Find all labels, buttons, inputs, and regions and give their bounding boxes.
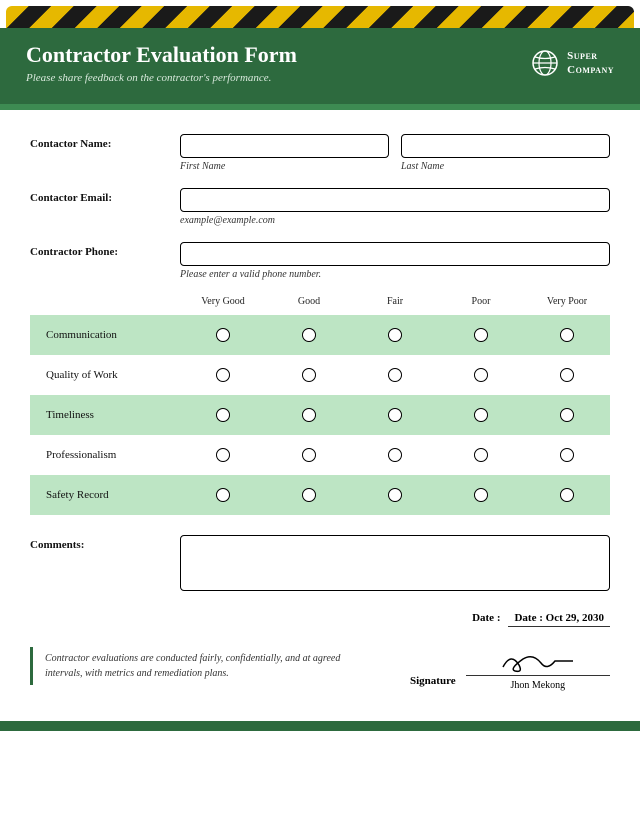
rating-radio[interactable]: [216, 488, 230, 502]
rating-grid: Communication Quality of Work Timeliness Pr…: [30, 315, 610, 515]
rating-radio[interactable]: [560, 328, 574, 342]
date-row: Date : Date : Oct 29, 2030: [30, 612, 610, 627]
rating-col-header: Poor: [438, 296, 524, 307]
signature-name: Jhon Mekong: [466, 680, 610, 691]
rating-row: Quality of Work: [30, 355, 610, 395]
comments-label: Comments:: [30, 535, 180, 551]
hazard-stripe: [6, 6, 634, 28]
email-input[interactable]: [180, 188, 610, 212]
rating-radio[interactable]: [560, 448, 574, 462]
rating-radio[interactable]: [216, 408, 230, 422]
rating-radio[interactable]: [388, 448, 402, 462]
rating-radio[interactable]: [302, 328, 316, 342]
rating-radio[interactable]: [302, 368, 316, 382]
criterion-label: Safety Record: [30, 489, 180, 501]
name-label: Contactor Name:: [30, 134, 180, 150]
last-name-input[interactable]: [401, 134, 610, 158]
rating-radio[interactable]: [388, 488, 402, 502]
rating-radio[interactable]: [560, 368, 574, 382]
globe-icon: [531, 49, 559, 77]
rating-radio[interactable]: [302, 448, 316, 462]
page-subtitle: Please share feedback on the contractor'…: [26, 72, 297, 84]
rating-radio[interactable]: [216, 448, 230, 462]
signature-block: Signature Jhon Mekong: [410, 647, 610, 691]
rating-radio[interactable]: [216, 368, 230, 382]
rating-col-header: Very Good: [180, 296, 266, 307]
rating-row: Timeliness: [30, 395, 610, 435]
date-value: Date : Oct 29, 2030: [508, 612, 610, 627]
rating-col-header: Fair: [352, 296, 438, 307]
comments-row: Comments:: [30, 535, 610, 596]
footer-bar: [0, 721, 640, 731]
company-logo-block: Super Company: [531, 49, 614, 78]
phone-hint: Please enter a valid phone number.: [180, 269, 610, 280]
disclaimer-note: Contractor evaluations are conducted fai…: [30, 647, 380, 685]
rating-radio[interactable]: [388, 368, 402, 382]
name-row: Contactor Name: First Name Last Name: [30, 134, 610, 172]
rating-radio[interactable]: [560, 408, 574, 422]
first-name-input[interactable]: [180, 134, 389, 158]
header-text: Contractor Evaluation Form Please share …: [26, 42, 297, 84]
company-name: Super Company: [567, 49, 614, 78]
phone-input[interactable]: [180, 242, 610, 266]
rating-radio[interactable]: [474, 368, 488, 382]
phone-row: Contractor Phone: Please enter a valid p…: [30, 242, 610, 280]
criterion-label: Quality of Work: [30, 369, 180, 381]
phone-label: Contractor Phone:: [30, 242, 180, 258]
page: Contractor Evaluation Form Please share …: [0, 6, 640, 731]
rating-row: Professionalism: [30, 435, 610, 475]
email-row: Contactor Email: example@example.com: [30, 188, 610, 226]
criterion-label: Timeliness: [30, 409, 180, 421]
rating-row: Communication: [30, 315, 610, 355]
criterion-label: Professionalism: [30, 449, 180, 461]
comments-input[interactable]: [180, 535, 610, 591]
form-content: Contactor Name: First Name Last Name Con…: [0, 110, 640, 721]
rating-col-header: Very Poor: [524, 296, 610, 307]
rating-row: Safety Record: [30, 475, 610, 515]
page-title: Contractor Evaluation Form: [26, 42, 297, 68]
last-name-hint: Last Name: [401, 161, 610, 172]
rating-radio[interactable]: [388, 408, 402, 422]
rating-radio[interactable]: [302, 488, 316, 502]
rating-radio[interactable]: [388, 328, 402, 342]
header: Contractor Evaluation Form Please share …: [0, 28, 640, 104]
rating-header: Very GoodGoodFairPoorVery Poor: [30, 296, 610, 307]
rating-radio[interactable]: [474, 448, 488, 462]
bottom-row: Contractor evaluations are conducted fai…: [30, 647, 610, 711]
rating-col-header: Good: [266, 296, 352, 307]
rating-radio[interactable]: [216, 328, 230, 342]
date-label: Date :: [472, 612, 500, 624]
signature-label: Signature: [410, 675, 456, 687]
rating-radio[interactable]: [302, 408, 316, 422]
rating-radio[interactable]: [560, 488, 574, 502]
rating-radio[interactable]: [474, 328, 488, 342]
first-name-hint: First Name: [180, 161, 389, 172]
email-label: Contactor Email:: [30, 188, 180, 204]
rating-radio[interactable]: [474, 408, 488, 422]
criterion-label: Communication: [30, 329, 180, 341]
rating-radio[interactable]: [474, 488, 488, 502]
email-hint: example@example.com: [180, 215, 610, 226]
